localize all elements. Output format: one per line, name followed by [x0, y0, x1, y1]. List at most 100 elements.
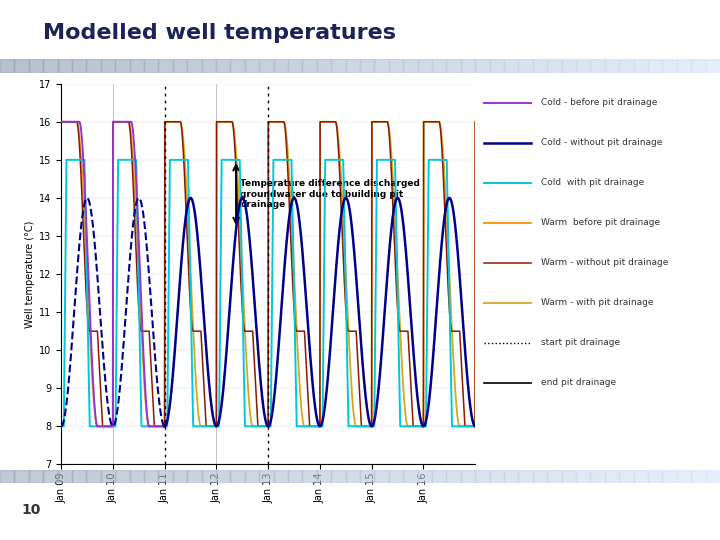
Bar: [72, 59, 86, 73]
Bar: [317, 470, 331, 483]
Bar: [504, 470, 518, 483]
Bar: [461, 470, 475, 483]
Bar: [590, 59, 605, 73]
Text: start pit drainage: start pit drainage: [541, 338, 620, 347]
Bar: [389, 470, 403, 483]
Text: Cold - before pit drainage: Cold - before pit drainage: [541, 98, 657, 107]
Bar: [432, 59, 446, 73]
Bar: [158, 470, 173, 483]
Bar: [245, 470, 259, 483]
Text: 10: 10: [22, 503, 41, 517]
Bar: [288, 59, 302, 73]
Bar: [403, 470, 418, 483]
Bar: [202, 59, 216, 73]
Bar: [274, 470, 288, 483]
Bar: [662, 470, 677, 483]
Bar: [29, 59, 43, 73]
Bar: [331, 59, 346, 73]
Bar: [259, 470, 274, 483]
Bar: [504, 59, 518, 73]
Bar: [691, 470, 706, 483]
Bar: [389, 59, 403, 73]
Bar: [634, 470, 648, 483]
Bar: [706, 470, 720, 483]
Bar: [346, 470, 360, 483]
Bar: [446, 470, 461, 483]
Bar: [475, 59, 490, 73]
Bar: [101, 470, 115, 483]
Text: Warm  before pit drainage: Warm before pit drainage: [541, 218, 660, 227]
Bar: [418, 59, 432, 73]
Bar: [173, 470, 187, 483]
Bar: [86, 470, 101, 483]
Bar: [302, 470, 317, 483]
Bar: [360, 59, 374, 73]
Bar: [317, 59, 331, 73]
Bar: [403, 59, 418, 73]
Bar: [173, 59, 187, 73]
Bar: [43, 470, 58, 483]
Bar: [331, 470, 346, 483]
Bar: [490, 59, 504, 73]
Bar: [230, 59, 245, 73]
Bar: [86, 59, 101, 73]
Text: end pit drainage: end pit drainage: [541, 378, 616, 387]
Text: Cold - without pit drainage: Cold - without pit drainage: [541, 138, 662, 147]
Bar: [58, 59, 72, 73]
Bar: [634, 59, 648, 73]
Bar: [619, 59, 634, 73]
Bar: [547, 59, 562, 73]
Bar: [130, 470, 144, 483]
Text: Modelled well temperatures: Modelled well temperatures: [43, 23, 396, 43]
Bar: [187, 470, 202, 483]
Bar: [605, 59, 619, 73]
Bar: [562, 59, 576, 73]
Bar: [346, 59, 360, 73]
Bar: [144, 59, 158, 73]
Bar: [533, 59, 547, 73]
Bar: [418, 470, 432, 483]
Bar: [302, 59, 317, 73]
Bar: [202, 470, 216, 483]
Bar: [130, 59, 144, 73]
Bar: [115, 470, 130, 483]
Bar: [576, 59, 590, 73]
Bar: [216, 59, 230, 73]
Text: Temperature difference discharged
groundwater due to building pit
drainage: Temperature difference discharged ground…: [240, 179, 420, 209]
Bar: [144, 470, 158, 483]
Bar: [490, 470, 504, 483]
Bar: [691, 59, 706, 73]
Bar: [0, 59, 14, 73]
Bar: [533, 470, 547, 483]
Bar: [72, 470, 86, 483]
Bar: [662, 59, 677, 73]
Bar: [0, 470, 14, 483]
Bar: [590, 470, 605, 483]
Bar: [374, 470, 389, 483]
Text: Warm - with pit drainage: Warm - with pit drainage: [541, 298, 653, 307]
Bar: [562, 470, 576, 483]
Text: Warm - without pit drainage: Warm - without pit drainage: [541, 258, 668, 267]
Bar: [576, 470, 590, 483]
Bar: [29, 470, 43, 483]
Bar: [288, 470, 302, 483]
Bar: [461, 59, 475, 73]
Bar: [619, 470, 634, 483]
Bar: [547, 470, 562, 483]
Bar: [187, 59, 202, 73]
Bar: [648, 59, 662, 73]
Bar: [158, 59, 173, 73]
Bar: [101, 59, 115, 73]
Bar: [374, 59, 389, 73]
Bar: [706, 59, 720, 73]
Bar: [115, 59, 130, 73]
Bar: [216, 470, 230, 483]
Bar: [648, 470, 662, 483]
Text: Cold  with pit drainage: Cold with pit drainage: [541, 178, 644, 187]
Bar: [605, 470, 619, 483]
Bar: [259, 59, 274, 73]
Bar: [14, 59, 29, 73]
Bar: [518, 59, 533, 73]
Bar: [360, 470, 374, 483]
Bar: [446, 59, 461, 73]
